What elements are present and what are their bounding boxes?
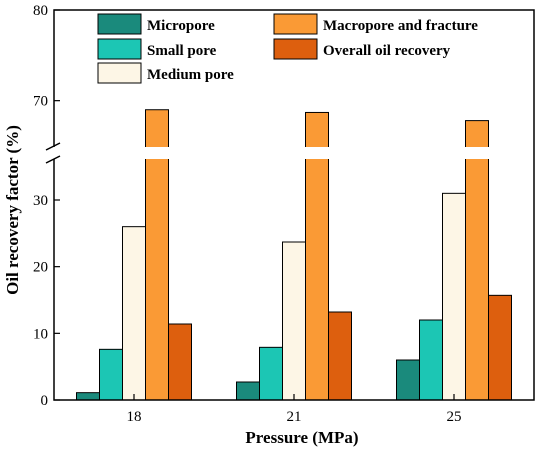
x-tick-label: 18 [127,409,142,425]
bar [259,346,283,401]
y-tick-label: 20 [33,260,48,276]
bar [328,311,352,401]
legend: Micropore Small pore Medium pore Macropore … [97,13,478,84]
bar [465,120,489,401]
y-tick-label: 0 [41,393,49,409]
axes-layer: 0 10 20 30 70 80 18 21 25 [33,3,535,425]
legend-label: Overall oil recovery [323,43,451,59]
bar [282,241,306,401]
legend-swatch [97,38,142,60]
y-tick-label: 10 [33,326,48,342]
bar [168,323,192,401]
bar [396,359,420,401]
y-tick-label: 30 [33,193,48,209]
legend-swatch [273,13,318,35]
x-axis-title: Pressure (MPa) [245,428,358,447]
bar [488,294,512,401]
bar [76,392,100,401]
axis-break-gap [46,147,62,159]
bar-break-gap [145,147,169,159]
bar-break-gap [305,147,329,159]
axis-break-mark [45,155,61,164]
bar [122,226,146,401]
bar [99,348,123,401]
y-tick-label: 80 [33,3,48,19]
x-tick-label: 25 [447,409,462,425]
legend-label: Macropore and fracture [323,18,478,34]
bar-break-gap [465,147,489,159]
bar [236,381,260,401]
legend-label: Medium pore [147,67,234,83]
legend-label: Micropore [147,18,215,34]
legend-label: Small pore [147,43,217,59]
axis-break-mark [45,142,61,151]
y-tick-label: 70 [33,94,48,110]
bar [442,192,466,401]
bars-layer [76,109,512,401]
y-axis-title: Oil recovery factor (%) [3,125,22,295]
legend-swatch [97,62,142,84]
x-tick-label: 21 [287,409,302,425]
legend-swatch [273,38,318,60]
bar [419,319,443,401]
legend-swatch [97,13,142,35]
